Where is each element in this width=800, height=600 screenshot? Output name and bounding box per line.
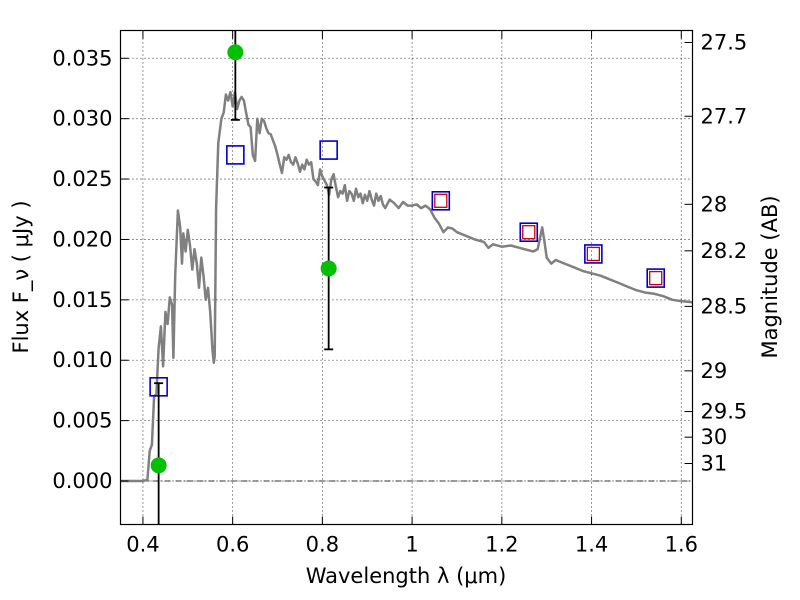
y-tick-label: 0.035 xyxy=(52,46,112,70)
model-band-inner-square xyxy=(522,225,536,240)
model-band-inner-square xyxy=(649,270,663,286)
x-axis-title: Wavelength λ (μm) xyxy=(306,564,507,588)
magnitude-tick-label: 27.5 xyxy=(701,30,748,54)
magnitude-tick-label: 29 xyxy=(701,359,728,383)
model-spectrum-line xyxy=(120,90,693,483)
model-band-fluxes xyxy=(149,140,666,397)
x-tick-label: 0.4 xyxy=(126,533,159,557)
model-band-square xyxy=(519,222,539,243)
observed-point xyxy=(227,44,244,61)
observed-point xyxy=(320,260,337,277)
x-tick-label: 1.6 xyxy=(665,533,698,557)
x-tick-label: 0.8 xyxy=(306,533,339,557)
observed-point xyxy=(150,457,167,474)
magnitude-tick-label: 29.5 xyxy=(701,400,748,424)
x-tick-label: 1.4 xyxy=(575,533,608,557)
magnitude-tick-label: 28 xyxy=(701,192,728,216)
x-tick-label: 0.6 xyxy=(216,533,249,557)
y-tick-label: 0.005 xyxy=(52,409,112,433)
ticks xyxy=(120,30,693,525)
observed-fluxes xyxy=(150,44,337,474)
magnitude-tick-label: 28.2 xyxy=(701,239,748,263)
y-axis-title: Flux F_ν ( μJy ) xyxy=(9,200,34,353)
model-band-square xyxy=(584,244,603,264)
magnitude-tick-label: 30 xyxy=(701,425,728,449)
x-tick-label: 1 xyxy=(405,533,418,557)
y-tick-label: 0.025 xyxy=(52,167,112,191)
y-tick-label: 0.000 xyxy=(52,469,112,493)
y-tick-label: 0.010 xyxy=(52,348,112,372)
y-axis-right-title: Magnitude (AB) xyxy=(758,195,782,358)
tick-labels: 0.4 0.6 0.8 1 1.2 1.4 1.6 0.000 0.005 0.010 0.015 0… xyxy=(52,30,747,556)
model-band-inner-square xyxy=(434,193,448,208)
y-tick-label: 0.030 xyxy=(52,107,112,131)
model-band-square xyxy=(646,268,666,288)
y-tick-label: 0.020 xyxy=(52,227,112,251)
plot-frame xyxy=(119,29,694,526)
y-tick-label: 0.015 xyxy=(52,288,112,312)
magnitude-tick-label: 28.5 xyxy=(701,294,748,318)
model-band-square xyxy=(319,140,338,160)
model-band-square xyxy=(226,145,245,165)
model-spectrum xyxy=(120,90,693,483)
magnitude-tick-label: 31 xyxy=(701,452,728,476)
model-band-inner-square xyxy=(586,246,601,262)
magnitude-tick-label: 27.7 xyxy=(701,104,748,128)
model-band-square xyxy=(431,191,451,211)
x-tick-label: 1.2 xyxy=(485,533,518,557)
